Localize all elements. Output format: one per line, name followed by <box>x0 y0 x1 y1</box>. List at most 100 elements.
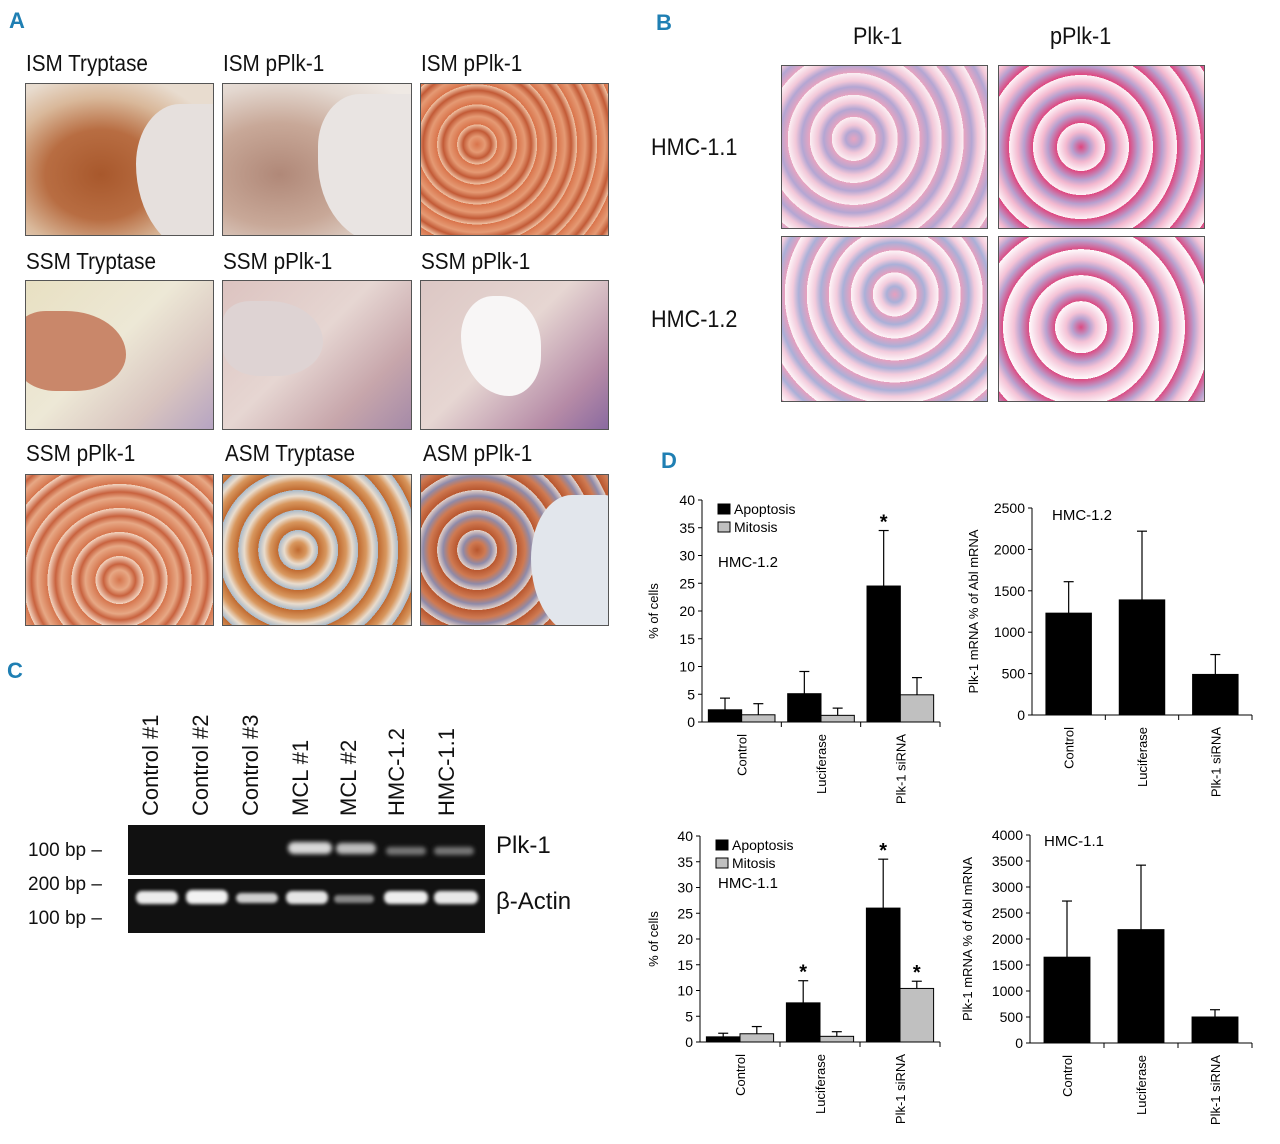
x-tick-label: Control <box>733 1054 748 1096</box>
y-axis-label: % of cells <box>646 583 661 639</box>
x-tick-label: Luciferase <box>1135 727 1150 787</box>
bar <box>866 585 901 723</box>
image-title-asm-tryptase: ASM Tryptase <box>225 440 355 466</box>
lane-label-hmc12: HMC-1.2 <box>384 727 409 816</box>
y-tick-label: 3000 <box>992 879 1023 895</box>
band-label-plk1: Plk-1 <box>496 832 551 859</box>
legend-swatch <box>715 839 729 851</box>
panel-letter-d: D <box>661 448 677 473</box>
panel-letter-c: C <box>7 658 23 683</box>
micrograph-hmc12-pplk1 <box>998 236 1205 402</box>
bar <box>819 1035 855 1043</box>
y-tick-label: 25 <box>677 905 693 921</box>
micrograph-hmc11-plk1 <box>781 65 988 229</box>
x-tick-label: Control <box>735 734 750 776</box>
micrograph-ism-pplk1-zoom <box>420 83 609 236</box>
y-tick-label: 40 <box>677 828 693 844</box>
x-tick-label: Plk-1 siRNA <box>1208 727 1223 797</box>
bar <box>705 1036 741 1043</box>
bar <box>1118 599 1166 716</box>
y-tick-label: 0 <box>1017 707 1025 723</box>
column-header-plk1: Plk-1 <box>853 23 903 50</box>
y-tick-label: 30 <box>677 880 693 896</box>
y-tick-label: 10 <box>677 983 693 999</box>
x-tick-label: Plk-1 siRNA <box>1208 1055 1223 1125</box>
marker-100bp-top: 100 bp – <box>28 840 102 861</box>
y-tick-label: 20 <box>679 603 695 619</box>
legend-label: Apoptosis <box>732 837 793 853</box>
x-tick-label: Luciferase <box>1134 1055 1149 1115</box>
bar <box>899 987 935 1043</box>
legend-swatch <box>717 503 731 515</box>
band-label-actin: β-Actin <box>496 888 572 915</box>
bar <box>1192 673 1239 716</box>
significance-star: * <box>879 840 887 862</box>
significance-star: * <box>799 962 807 984</box>
x-tick-label: Luciferase <box>813 1054 828 1114</box>
y-tick-label: 10 <box>679 659 695 675</box>
bar <box>707 709 743 723</box>
bar <box>741 714 776 723</box>
y-tick-label: 5 <box>687 686 695 702</box>
bar <box>787 693 822 723</box>
y-tick-label: 35 <box>677 854 693 870</box>
chart-title: HMC-1.1 <box>1044 833 1104 850</box>
image-title-ism-tryptase: ISM Tryptase <box>26 50 148 76</box>
legend-swatch <box>715 857 729 869</box>
micrograph-hmc12-plk1 <box>781 236 988 402</box>
y-tick-label: 30 <box>679 548 695 564</box>
y-tick-label: 2500 <box>994 500 1025 516</box>
marker-200bp: 200 bp – <box>28 874 102 895</box>
bar <box>1191 1016 1239 1044</box>
significance-star: * <box>913 962 921 984</box>
bar <box>820 714 855 723</box>
y-tick-label: 35 <box>679 520 695 536</box>
legend-label: Apoptosis <box>734 501 795 517</box>
bar <box>739 1033 775 1043</box>
y-axis-label: % of cells <box>646 911 661 967</box>
y-tick-label: 15 <box>679 631 695 647</box>
y-tick-label: 40 <box>679 492 695 508</box>
row-label-hmc12: HMC-1.2 <box>651 306 738 333</box>
image-title-ssm-tryptase: SSM Tryptase <box>26 248 156 274</box>
y-tick-label: 3500 <box>992 853 1023 869</box>
y-tick-label: 2500 <box>992 905 1023 921</box>
x-tick-label: Luciferase <box>814 734 829 794</box>
y-tick-label: 0 <box>687 714 695 730</box>
image-title-ism-pplk1-zoom: ISM pPlk-1 <box>421 50 523 76</box>
legend-swatch <box>717 521 731 533</box>
y-tick-label: 1000 <box>994 624 1025 640</box>
chart-hmc11-cells: 0 5 10 15 20 25 30 35 40 % of cells HMC-1.1 Control… <box>646 828 941 1124</box>
y-axis-label: Plk-1 mRNA % of Abl mRNA <box>966 529 981 693</box>
lane-label-mcl-2: MCL #2 <box>336 739 361 816</box>
chart-hmc12-mrna: 0 500 1000 1500 2000 2500 Plk-1 mRNA % of Abl … <box>966 500 1253 797</box>
y-tick-label: 20 <box>677 931 693 947</box>
lane-label-hmc11: HMC-1.1 <box>434 727 459 816</box>
micrograph-ssm-pplk1-b <box>420 280 609 430</box>
micrograph-asm-pplk1 <box>420 474 609 626</box>
y-tick-label: 25 <box>679 575 695 591</box>
significance-star: * <box>880 512 888 534</box>
y-tick-label: 2000 <box>992 931 1023 947</box>
chart-title: HMC-1.2 <box>1052 507 1112 524</box>
bar <box>865 907 901 1043</box>
image-title-ssm-pplk1-zoom: SSM pPlk-1 <box>26 440 136 466</box>
y-tick-label: 500 <box>1000 1009 1024 1025</box>
y-tick-label: 500 <box>1002 666 1026 682</box>
micrograph-ssm-pplk1-zoom <box>25 474 214 626</box>
y-tick-label: 1500 <box>994 583 1025 599</box>
x-tick-label: Control <box>1062 727 1077 769</box>
image-title-ssm-pplk1-b: SSM pPlk-1 <box>421 248 531 274</box>
bar <box>1117 929 1165 1044</box>
micrograph-ssm-tryptase <box>25 280 214 430</box>
panel-letter-b: B <box>656 10 672 35</box>
image-title-ism-pplk1: ISM pPlk-1 <box>223 50 325 76</box>
image-title-asm-pplk1: ASM pPlk-1 <box>423 440 533 466</box>
micrograph-ism-pplk1 <box>222 83 412 236</box>
lane-label-control-2: Control #2 <box>188 714 213 816</box>
bar <box>785 1002 821 1043</box>
chart-hmc11-mrna: 0 500 1000 1500 2000 2500 3000 3500 4000 Plk-1 mR… <box>960 827 1253 1125</box>
bar <box>1043 956 1091 1044</box>
lane-label-control-3: Control #3 <box>238 714 263 816</box>
y-tick-label: 15 <box>677 957 693 973</box>
